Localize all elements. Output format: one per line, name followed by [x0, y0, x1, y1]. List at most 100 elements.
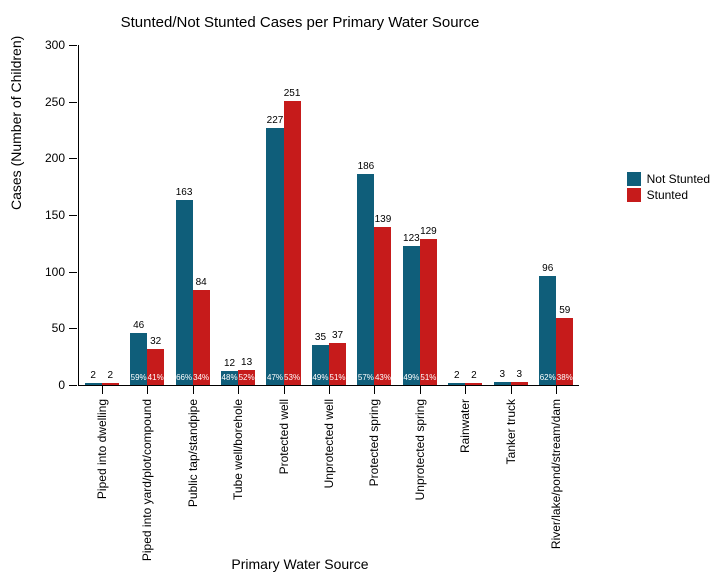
y-tick: [69, 328, 77, 329]
bar-value-label: 123: [403, 233, 420, 244]
legend-swatch-stunted: [627, 188, 641, 202]
bar-pct-label: 53%: [284, 373, 300, 382]
x-tick: [284, 386, 285, 394]
y-tick: [69, 102, 77, 103]
bar-value-label: 2: [471, 370, 477, 381]
legend-item-stunted: Stunted: [627, 188, 710, 202]
y-tick: [69, 215, 77, 216]
bar-not-stunted: 2: [85, 383, 102, 385]
x-tick: [329, 386, 330, 394]
bar-stunted: 1352%: [238, 370, 255, 385]
legend-label-stunted: Stunted: [647, 188, 688, 202]
bar-not-stunted: 3: [494, 382, 511, 385]
x-tick-label: Piped into yard/plot/compound: [140, 399, 154, 561]
bar-pct-label: 38%: [557, 373, 573, 382]
bar-not-stunted: 2: [448, 383, 465, 385]
y-tick-label: 300: [45, 38, 65, 52]
y-tick-label: 100: [45, 265, 65, 279]
y-tick-label: 250: [45, 95, 65, 109]
bar-value-label: 2: [107, 370, 113, 381]
bar-pct-label: 66%: [176, 373, 192, 382]
bar-stunted: 2: [102, 383, 119, 385]
x-tick-label: Protected spring: [367, 399, 381, 486]
bar-value-label: 251: [284, 88, 301, 99]
bar-stunted: 2: [465, 383, 482, 385]
y-axis-label: Cases (Number of Children): [8, 36, 24, 210]
bar-pct-label: 34%: [193, 373, 209, 382]
plot-area: 050100150200250300Piped into dwelling22P…: [78, 45, 579, 386]
bar-value-label: 12: [224, 358, 235, 369]
y-tick-label: 200: [45, 151, 65, 165]
bar-not-stunted: 18657%: [357, 174, 374, 385]
bar-not-stunted: 9662%: [539, 276, 556, 385]
legend-swatch-not-stunted: [627, 172, 641, 186]
y-tick-label: 50: [52, 321, 65, 335]
bar-value-label: 59: [559, 305, 570, 316]
bar-pct-label: 47%: [267, 373, 283, 382]
bar-value-label: 129: [420, 226, 437, 237]
category-group: Protected spring18657%13943%: [352, 45, 397, 385]
bar-stunted: 5938%: [556, 318, 573, 385]
x-axis-label: Primary Water Source: [0, 556, 600, 572]
bar-pct-label: 52%: [239, 373, 255, 382]
x-tick: [511, 386, 512, 394]
x-tick: [465, 386, 466, 394]
bar-value-label: 163: [176, 187, 193, 198]
x-tick-label: Tube well/borehole: [231, 399, 245, 500]
x-tick-label: Unprotected well: [322, 399, 336, 488]
legend-item-not-stunted: Not Stunted: [627, 172, 710, 186]
bar-pct-label: 41%: [148, 373, 164, 382]
bar-pct-label: 59%: [131, 373, 147, 382]
bar-pct-label: 51%: [420, 373, 436, 382]
bar-value-label: 2: [454, 370, 460, 381]
x-tick: [238, 386, 239, 394]
x-tick: [374, 386, 375, 394]
bar-stunted: 12951%: [420, 239, 437, 385]
bar-pct-label: 43%: [375, 373, 391, 382]
category-group: Public tap/standpipe16366%8434%: [170, 45, 215, 385]
y-tick: [69, 158, 77, 159]
bar-pct-label: 62%: [540, 373, 556, 382]
x-tick-label: Tanker truck: [504, 399, 518, 464]
x-tick: [420, 386, 421, 394]
category-group: Protected well22747%25153%: [261, 45, 306, 385]
category-group: Piped into dwelling22: [79, 45, 124, 385]
category-group: Unprotected well3549%3751%: [306, 45, 351, 385]
bar-value-label: 2: [90, 370, 96, 381]
bar-value-label: 37: [332, 330, 343, 341]
bar-pct-label: 49%: [312, 373, 328, 382]
chart-container: Stunted/Not Stunted Cases per Primary Wa…: [0, 0, 724, 580]
bar-value-label: 84: [196, 277, 207, 288]
y-tick: [69, 272, 77, 273]
bar-value-label: 96: [542, 263, 553, 274]
bar-not-stunted: 4659%: [130, 333, 147, 385]
bar-not-stunted: 12349%: [403, 246, 420, 385]
bar-stunted: 25153%: [284, 101, 301, 385]
x-tick: [102, 386, 103, 394]
x-tick-label: Rainwater: [458, 399, 472, 453]
bar-pct-label: 57%: [358, 373, 374, 382]
legend: Not Stunted Stunted: [627, 170, 710, 204]
x-tick: [193, 386, 194, 394]
x-tick-label: Piped into dwelling: [95, 399, 109, 499]
bar-not-stunted: 3549%: [312, 345, 329, 385]
y-tick-label: 0: [58, 378, 65, 392]
bar-value-label: 46: [133, 320, 144, 331]
bar-value-label: 227: [267, 115, 284, 126]
chart-title: Stunted/Not Stunted Cases per Primary Wa…: [0, 14, 600, 31]
legend-label-not-stunted: Not Stunted: [647, 172, 710, 186]
bar-value-label: 3: [517, 369, 523, 380]
category-group: Rainwater22: [443, 45, 488, 385]
category-group: River/lake/pond/stream/dam9662%5938%: [534, 45, 579, 385]
bar-not-stunted: 1248%: [221, 371, 238, 385]
bar-stunted: 3751%: [329, 343, 346, 385]
bar-not-stunted: 22747%: [266, 128, 283, 385]
x-tick: [556, 386, 557, 394]
bar-pct-label: 48%: [222, 373, 238, 382]
bar-stunted: 8434%: [193, 290, 210, 385]
x-tick: [147, 386, 148, 394]
bar-value-label: 32: [150, 336, 161, 347]
y-tick: [69, 45, 77, 46]
x-tick-label: Public tap/standpipe: [186, 399, 200, 507]
bar-not-stunted: 16366%: [176, 200, 193, 385]
